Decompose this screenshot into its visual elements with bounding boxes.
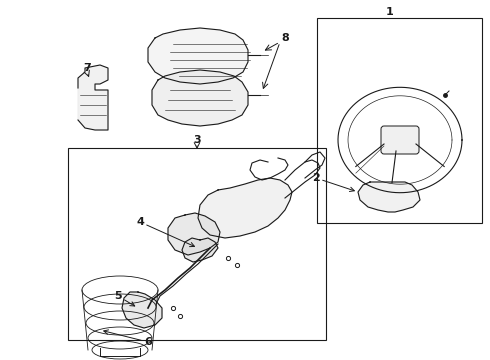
Polygon shape bbox=[198, 178, 292, 238]
Text: 4: 4 bbox=[136, 217, 195, 247]
Polygon shape bbox=[182, 238, 218, 262]
FancyBboxPatch shape bbox=[381, 126, 419, 154]
Bar bbox=[68, 148, 326, 340]
Text: 8: 8 bbox=[281, 33, 289, 43]
Text: 1: 1 bbox=[386, 7, 394, 17]
Text: 2: 2 bbox=[312, 173, 354, 192]
Polygon shape bbox=[148, 28, 248, 84]
Polygon shape bbox=[168, 213, 220, 255]
Text: 5: 5 bbox=[114, 291, 135, 306]
Polygon shape bbox=[122, 292, 162, 328]
Polygon shape bbox=[152, 70, 248, 126]
Polygon shape bbox=[358, 182, 420, 212]
Text: 3: 3 bbox=[193, 135, 201, 145]
Polygon shape bbox=[78, 65, 108, 130]
Bar bbox=[317, 18, 482, 223]
Text: 6: 6 bbox=[104, 330, 152, 347]
Text: 7: 7 bbox=[83, 63, 91, 73]
